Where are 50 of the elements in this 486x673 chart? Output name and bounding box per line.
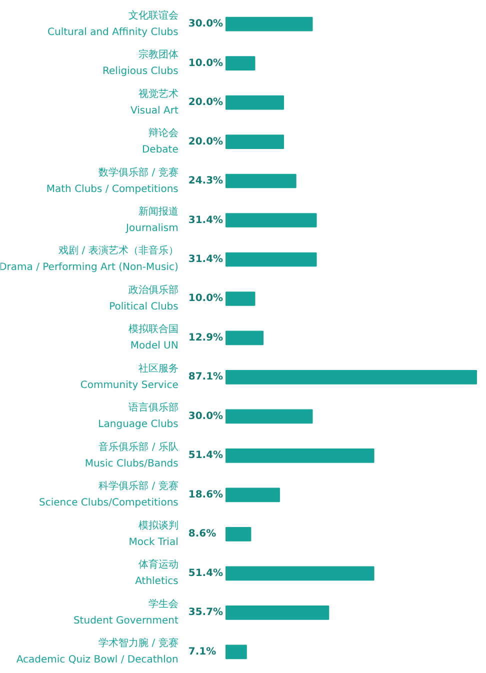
- bar: [225, 606, 330, 620]
- data-label: 87.1%: [188, 372, 224, 383]
- y-tick-label: 数学俱乐部 / 竞赛 Math Clubs / Competitions: [46, 166, 178, 195]
- data-label: 10.0%: [188, 293, 224, 304]
- y-tick-label: 视觉艺术 Visual Art: [130, 88, 178, 116]
- y-tick-label: 科学俱乐部 / 竞赛 Science Clubs/Competitions: [38, 480, 178, 509]
- bar: [225, 16, 313, 32]
- bar: [225, 488, 280, 502]
- data-label: 18.6%: [188, 489, 224, 500]
- y-tick-label: 辩论会 Debate: [142, 127, 178, 156]
- data-label: 8.6%: [188, 528, 216, 540]
- bar: [225, 213, 317, 228]
- data-label: 35.7%: [188, 607, 224, 618]
- y-tick-label: 音乐俱乐部 / 乐队 Music Clubs/Bands: [84, 440, 178, 470]
- bar: [225, 56, 256, 70]
- y-tick-label: 文化联谊会 Cultural and Affinity Clubs: [48, 9, 178, 38]
- bar: [225, 330, 264, 346]
- bar: [225, 252, 317, 267]
- data-label: 31.4%: [188, 254, 224, 265]
- bar: [225, 409, 313, 424]
- y-tick-label: 体育运动 Athletics: [135, 558, 178, 588]
- data-label: 30.0%: [188, 18, 224, 30]
- data-label: 51.4%: [188, 568, 224, 579]
- data-label: 30.0%: [188, 410, 224, 422]
- bar: [225, 174, 296, 188]
- y-tick-label: 社区服务 Community Service: [80, 362, 178, 391]
- data-label: 24.3%: [188, 176, 224, 187]
- bar: [225, 370, 477, 384]
- bar: [225, 95, 284, 110]
- data-label: 12.9%: [188, 332, 224, 344]
- y-tick-label: 模拟联合国 Model UN: [128, 323, 178, 352]
- data-label: 20.0%: [188, 136, 224, 148]
- bar: [225, 566, 374, 581]
- y-tick-label: 政治俱乐部 Political Clubs: [109, 284, 178, 312]
- data-label: 51.4%: [188, 450, 224, 462]
- y-tick-label: 学术智力腕 / 竞赛 Academic Quiz Bowl / Decathlon: [16, 637, 178, 666]
- y-tick-label: 宗教团体 Religious Clubs: [102, 48, 178, 78]
- data-label: 20.0%: [188, 97, 224, 108]
- bar: [225, 527, 252, 542]
- bar: [225, 644, 247, 660]
- y-tick-label: 学生会 Student Government: [73, 598, 178, 626]
- data-label: 31.4%: [188, 214, 224, 226]
- y-tick-label: 新闻报道 Journalism: [125, 206, 178, 234]
- bar: [225, 134, 284, 149]
- y-tick-label: 模拟谈判 Mock Trial: [128, 519, 178, 548]
- y-tick-label: 语言俱乐部 Language Clubs: [98, 402, 178, 430]
- bar: [225, 448, 374, 463]
- data-label: 7.1%: [188, 646, 216, 658]
- data-label: 10.0%: [188, 58, 224, 69]
- bar: [225, 292, 256, 306]
